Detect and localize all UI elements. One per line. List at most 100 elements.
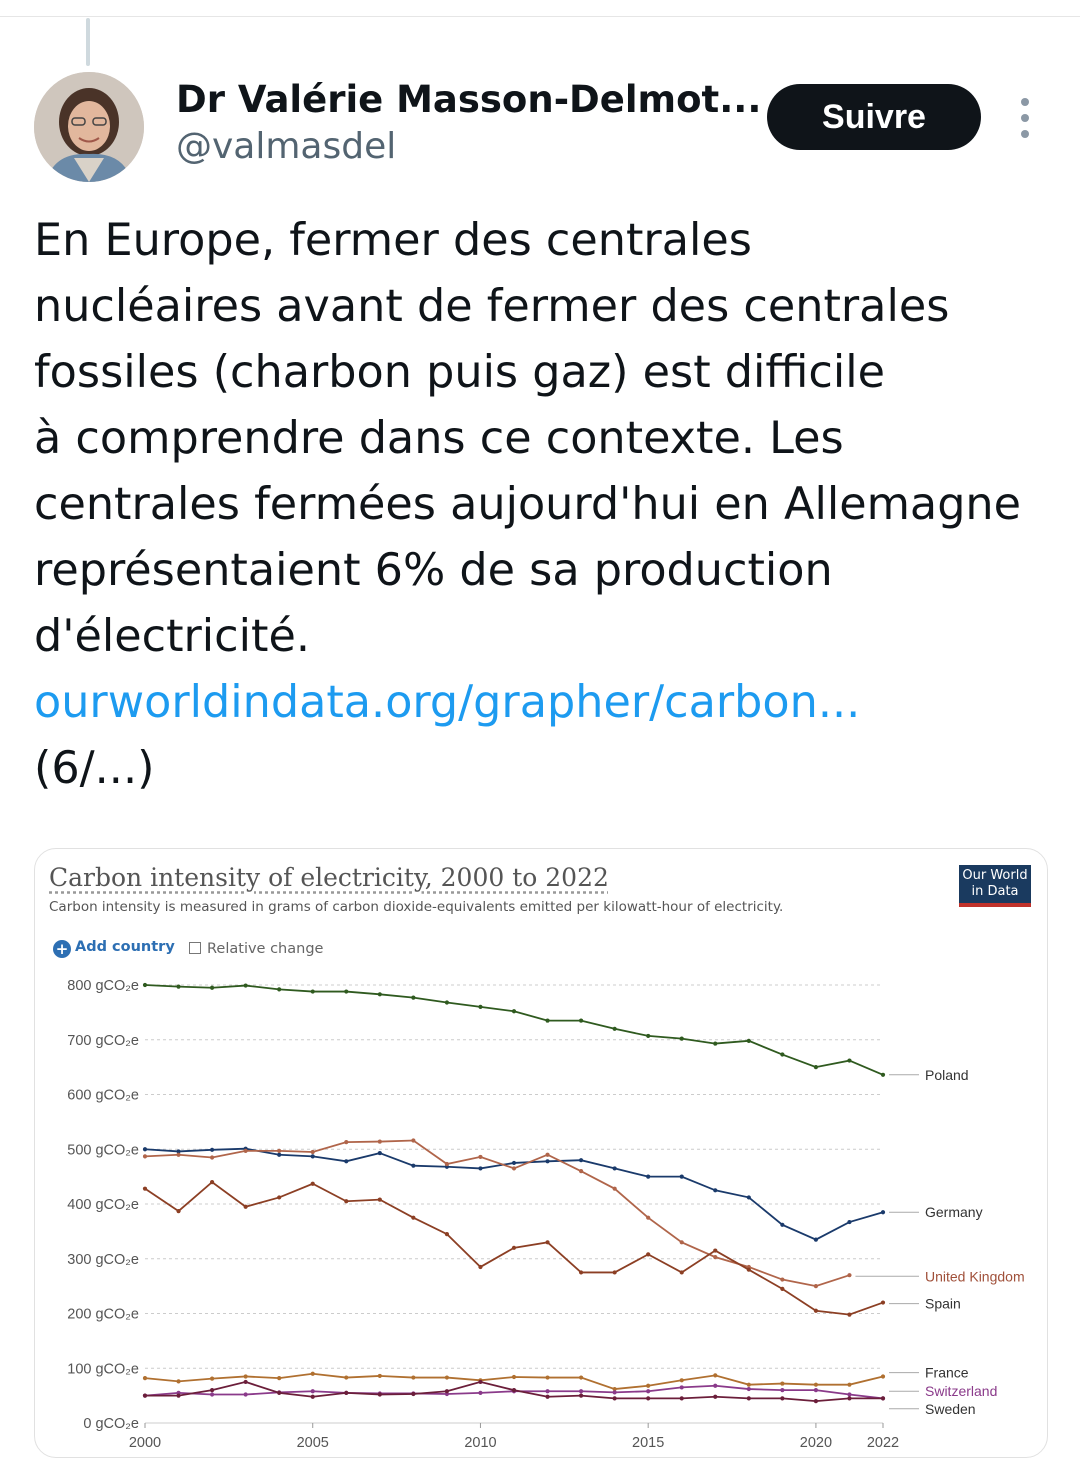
series-line-united-kingdom [144,1139,850,1288]
data-point [277,1195,282,1200]
y-tick-label: 200 gCO₂e [67,1307,139,1323]
data-point [545,1375,550,1380]
data-point [377,1392,382,1397]
data-point [847,1382,852,1387]
data-point [478,1264,483,1270]
data-point [545,1018,550,1023]
data-point [578,1018,584,1023]
data-point [813,1308,819,1313]
data-point [377,1139,382,1144]
data-point [545,1152,550,1157]
chart-title: Carbon intensity of electricity, 2000 to… [49,863,609,892]
data-point [578,1389,584,1394]
thread-counter: (6/...) [34,743,155,794]
tweet-line: représentaient 6% de sa production [34,545,833,596]
data-point [880,1072,886,1077]
data-point [746,1386,751,1392]
data-point [310,1154,315,1159]
data-point [646,1033,651,1039]
y-tick-label: 0 gCO₂e [83,1416,139,1432]
author-name[interactable]: Dr Valérie Masson-Delmot... [176,78,762,121]
data-point [646,1396,651,1401]
more-options-icon[interactable] [1012,96,1038,140]
x-tick-label: 2005 [297,1435,329,1451]
data-point [310,1149,315,1155]
data-point [444,1232,450,1237]
data-point [780,1381,785,1386]
data-point [209,1388,215,1393]
x-tick-label: 2022 [867,1435,899,1451]
data-point [713,1041,718,1046]
data-point [612,1186,617,1191]
carbon-intensity-chart: 0 gCO₂e 100 gCO₂e 200 gCO₂e 300 gCO₂e 400 gC… [67,978,1024,1451]
data-point [545,1389,550,1394]
data-point [578,1270,584,1275]
chart-card[interactable]: 0 gCO₂e 100 gCO₂e 200 gCO₂e 300 gCO₂e 400 gC… [34,848,1048,1458]
data-point [578,1169,584,1174]
tweet-line: d'électricité. [34,611,310,662]
data-point [176,1209,181,1214]
data-point [209,1155,215,1160]
data-point [411,1163,416,1168]
author-handle[interactable]: @valmasdel [176,126,397,167]
checkbox-icon [189,942,201,954]
data-point [679,1174,684,1179]
data-point [847,1058,852,1063]
relative-change-checkbox[interactable]: Relative change [189,941,323,957]
data-point [847,1396,852,1401]
data-point [612,1396,617,1401]
data-point [243,1379,248,1385]
data-point [646,1383,651,1388]
data-point [746,1267,751,1272]
data-point [780,1052,785,1057]
data-point [545,1394,550,1399]
data-point [813,1065,819,1070]
data-point [411,1375,416,1380]
data-point [142,1147,148,1152]
data-point [377,992,382,997]
data-point [277,1376,282,1381]
data-point [780,1388,785,1393]
data-point [880,1396,886,1401]
data-point [545,1159,550,1164]
avatar[interactable] [34,72,144,182]
data-point [478,1379,483,1385]
data-point [377,1197,382,1202]
data-point [411,1391,416,1397]
data-point [780,1222,785,1227]
series-label: Poland [925,1067,969,1083]
data-point [243,1204,248,1209]
data-point [142,1393,148,1398]
data-point [813,1399,819,1404]
series-label: Switzerland [925,1383,997,1399]
data-point [277,1148,282,1153]
data-point [880,1300,886,1305]
data-point [344,1390,349,1395]
tweet-text: En Europe, fermer des centrales nucléair… [34,208,1064,802]
owid-logo-line1: Our World [962,868,1028,883]
data-point [176,1152,181,1157]
follow-button[interactable]: Suivre [767,84,981,150]
data-point [612,1386,617,1392]
y-tick-label: 400 gCO₂e [67,1197,139,1213]
data-point [243,1392,248,1397]
data-point [578,1393,584,1398]
tweet-line: à comprendre dans ce contexte. Les [34,413,844,464]
thread-connector [86,18,90,66]
tweet-line: fossiles (charbon puis gaz) est difficil… [34,347,885,398]
data-point [243,1374,248,1379]
tweet-line: centrales fermées aujourd'hui en Allemag… [34,479,1022,530]
data-point [813,1284,819,1289]
data-point [176,1393,181,1398]
tweet-link[interactable]: ourworldindata.org/grapher/carbon... [34,677,861,728]
series-label: Sweden [925,1401,976,1417]
add-country-button[interactable]: + Add country [53,939,175,958]
data-point [847,1273,852,1278]
data-point [746,1396,751,1401]
data-point [344,989,349,994]
data-point [679,1396,684,1401]
data-point [478,1154,483,1160]
data-point [780,1396,785,1401]
owid-logo: Our World in Data [959,865,1031,907]
data-point [243,983,248,988]
